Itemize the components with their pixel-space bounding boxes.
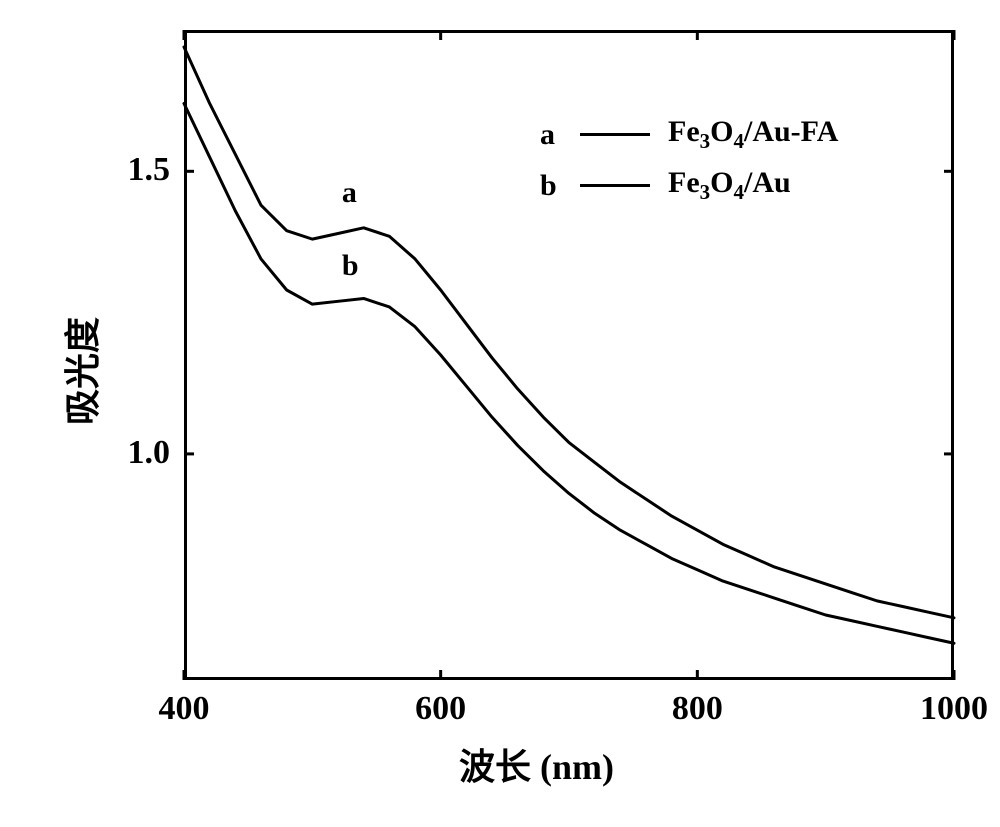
x-tick-label: 800: [647, 690, 747, 728]
legend-row: b Fe3O4/Au: [540, 166, 838, 205]
legend-index: a: [540, 118, 580, 152]
x-axis-label: 波长 (nm): [459, 738, 614, 790]
series-label-b: b: [342, 249, 359, 283]
legend-line: [580, 184, 650, 187]
x-tick-label: 1000: [904, 690, 1000, 728]
y-axis-label: 吸光度: [54, 317, 106, 425]
x-tick-label: 600: [391, 690, 491, 728]
legend-index: b: [540, 169, 580, 203]
series-label-a: a: [342, 176, 357, 210]
legend-label: Fe3O4/Au: [668, 166, 791, 205]
legend-label: Fe3O4/Au-FA: [668, 115, 838, 154]
legend: a Fe3O4/Au-FA b Fe3O4/Au: [540, 115, 838, 205]
legend-row: a Fe3O4/Au-FA: [540, 115, 838, 154]
y-tick-label: 1.5: [128, 151, 171, 189]
x-tick-label: 400: [134, 690, 234, 728]
y-tick-label: 1.0: [128, 434, 171, 472]
figure: 波长 (nm) 吸光度 a Fe3O4/Au-FA b Fe3O4/Au 400 600…: [0, 0, 1000, 827]
legend-line: [580, 133, 650, 136]
